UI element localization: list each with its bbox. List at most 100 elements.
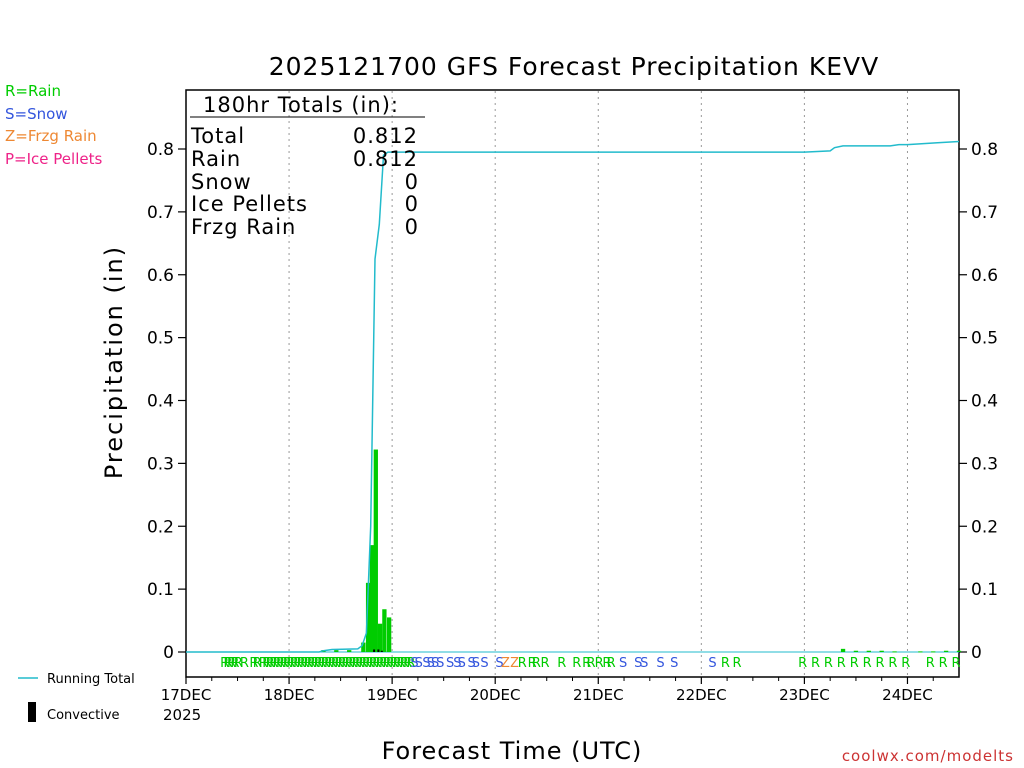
legend-rain: R=Rain [5, 82, 61, 100]
precip-type-marker: R [279, 656, 288, 671]
running-total-legend-label: Running Total [47, 672, 135, 687]
x-tick-label-17dec: 17DEC [161, 686, 212, 704]
precip-type-marker: R [407, 656, 416, 671]
precip-bar [334, 650, 339, 652]
precip-bar [918, 651, 923, 653]
y-tick-left-label: 0.4 [147, 392, 174, 412]
precip-type-marker: R [341, 656, 350, 671]
precip-type-marker: R [334, 656, 343, 671]
precip-type-marker: R [939, 656, 948, 671]
convective-bar [373, 649, 376, 652]
precip-type-marker: R [382, 656, 391, 671]
precip-bar [866, 650, 871, 652]
precip-type-marker: R [300, 656, 309, 671]
x-tick-label-20dec: 20DEC [470, 686, 521, 704]
totals-value-ice-pellets: 0 [405, 192, 418, 216]
x-tick-label-24dec: 24DEC [882, 686, 933, 704]
precip-type-marker: R [528, 656, 537, 671]
x-tick-label-23dec: 23DEC [779, 686, 830, 704]
y-tick-right-label: 0.8 [971, 140, 998, 160]
precip-type-marker: R [314, 656, 323, 671]
convective-bar [377, 649, 380, 652]
precip-type-marker: R [721, 656, 730, 671]
y-tick-right-label: 0.7 [971, 203, 998, 223]
y-axis-label: Precipitation (in) [100, 245, 128, 479]
precip-type-marker: S [619, 656, 627, 671]
x-tick-label-19dec: 19DEC [367, 686, 418, 704]
precip-bar [369, 545, 375, 652]
y-axis-right: 0 0.1 0.2 0.3 0.4 0.5 0.6 0.7 0.8 [959, 140, 998, 663]
precip-type-marker: R [230, 656, 239, 671]
precip-type-marker: R [901, 656, 910, 671]
precip-type-marker: S [415, 656, 423, 671]
precip-type-marker: R [283, 656, 292, 671]
precip-type-marker: S [410, 656, 418, 671]
running-total-line [186, 140, 960, 653]
precip-type-marker: S [634, 656, 642, 671]
chart-title: 2025121700 GFS Forecast Precipitation KE… [269, 52, 879, 81]
precip-type-marker: R [951, 656, 960, 671]
precip-type-marker: R [355, 656, 364, 671]
precip-type-marker: R [376, 656, 385, 671]
precip-type-marker: R [224, 656, 233, 671]
precip-type-marker: R [379, 656, 388, 671]
precip-type-marker: R [586, 656, 595, 671]
precip-type-marker: Z [501, 656, 510, 671]
precip-bar [347, 650, 352, 652]
totals-label-frzg-rain: Frzg Rain [191, 215, 296, 239]
precipitation-bars [321, 449, 962, 653]
precip-type-marker: R [362, 656, 371, 671]
totals-label-rain: Rain [191, 147, 241, 171]
legend-frzg-rain: Z=Frzg Rain [5, 127, 97, 145]
precip-type-marker: R [338, 656, 347, 671]
totals-value-total: 0.812 [353, 124, 418, 148]
precip-bar [373, 449, 378, 652]
x-axis: 17DEC 18DEC 19DEC 20DEC 21DEC 22DEC 23DEC 24DEC [161, 651, 959, 704]
precip-type-marker: R [582, 656, 591, 671]
precip-bar [361, 642, 366, 652]
precip-type-marker: R [266, 656, 275, 671]
precip-type-marker: R [303, 656, 312, 671]
precip-type-marker: R [293, 656, 302, 671]
precip-type-marker: S [472, 656, 480, 671]
totals-label-total: Total [190, 124, 245, 148]
precip-type-marker: S [656, 656, 664, 671]
precip-type-marker: R [324, 656, 333, 671]
precip-bar [382, 609, 387, 652]
precip-type-marker: S [670, 656, 678, 671]
precip-type-marker: R [227, 656, 236, 671]
precip-type-marker: R [540, 656, 549, 671]
x-axis-year-label: 2025 [163, 706, 201, 724]
precip-type-marker: R [607, 656, 616, 671]
y-tick-right-label: 0.3 [971, 454, 998, 474]
precip-type-marker: R [557, 656, 566, 671]
precip-type-marker: R [249, 656, 258, 671]
precip-type-marker: R [286, 656, 295, 671]
y-tick-right-label: 0 [971, 643, 982, 663]
precip-bar [892, 651, 897, 653]
precip-type-marker: R [837, 656, 846, 671]
precip-type-marker: R [926, 656, 935, 671]
precip-type-marker: R [234, 656, 243, 671]
precip-bar [377, 623, 383, 652]
totals-value-snow: 0 [405, 170, 418, 194]
precip-type-marker: S [453, 656, 461, 671]
precip-bar [879, 650, 884, 652]
precip-type-marker: S [446, 656, 454, 671]
totals-label-snow: Snow [191, 170, 252, 194]
precip-type-marker: R [240, 656, 249, 671]
precip-type-marker: R [310, 656, 319, 671]
precip-type-marker: R [393, 656, 402, 671]
precip-type-marker: S [422, 656, 430, 671]
precip-bar [853, 650, 859, 652]
x-tick-label-21dec: 21DEC [573, 686, 624, 704]
precip-type-marker: R [276, 656, 285, 671]
y-axis-left: 0 0.1 0.2 0.3 0.4 0.5 0.6 0.7 0.8 [147, 140, 186, 663]
legend-ice-pellets: P=Ice Pellets [5, 150, 102, 168]
x-tick-label-18dec: 18DEC [264, 686, 315, 704]
precip-type-marker: R [352, 656, 361, 671]
precip-type-marker: R [290, 656, 299, 671]
y-tick-left-label: 0.8 [147, 140, 174, 160]
precip-type-marker: R [811, 656, 820, 671]
